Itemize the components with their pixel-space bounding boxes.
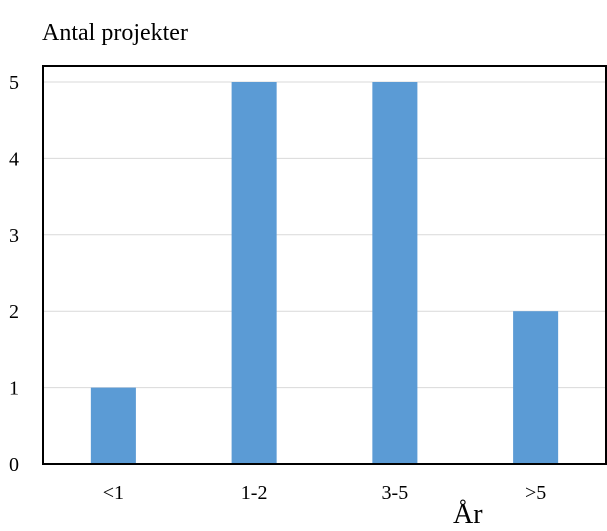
bar-2 [372,82,418,464]
y-tick-label: 5 [9,72,19,94]
y-tick-label: 2 [9,301,19,323]
bar-1 [231,82,277,464]
y-axis-title: Antal projekter [42,20,188,46]
x-axis-tick-labels: <1 1-2 3-5 >5 [103,482,547,504]
bar-0 [90,387,136,464]
x-tick-label: 3-5 [382,482,409,504]
x-axis-title: År [453,499,483,526]
y-tick-label: 1 [9,378,19,400]
y-tick-label: 0 [9,454,19,476]
bar-3 [513,311,559,464]
plot-frame [42,65,607,465]
y-axis-tick-labels: 0 1 2 3 4 5 [9,72,19,476]
bars [90,82,559,464]
y-tick-label: 4 [9,148,19,170]
y-tick-label: 3 [9,225,19,247]
x-tick-label: >5 [525,482,546,504]
gridlines [43,81,606,389]
x-tick-label: 1-2 [241,482,268,504]
x-tick-label: <1 [103,482,124,504]
